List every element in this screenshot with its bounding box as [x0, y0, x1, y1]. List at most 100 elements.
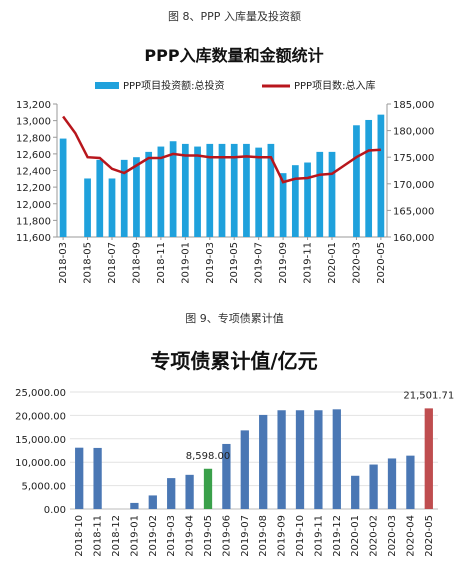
- x-tick-label: 2018-11: [93, 515, 104, 557]
- left-tick-label: 11,800: [16, 216, 51, 227]
- left-tick-label: 12,400: [16, 167, 51, 178]
- right-tick-label: 185,000: [393, 100, 434, 111]
- bond-bar: [424, 408, 433, 509]
- x-tick-label: 2019-06: [221, 515, 232, 557]
- bond-bar: [93, 447, 102, 509]
- investment-bar: [377, 114, 385, 237]
- investment-bar: [194, 146, 201, 237]
- project-count-line: [62, 115, 381, 184]
- x-tick-label: 2019-01: [180, 242, 191, 284]
- x-tick-label: 2019-07: [240, 515, 251, 557]
- x-tick-label: 2020-04: [405, 515, 416, 557]
- x-tick-label: 2018-07: [107, 242, 118, 284]
- investment-bar: [316, 151, 324, 237]
- chart-title: 专项债累计值/亿元: [150, 349, 317, 373]
- investment-bar: [279, 173, 287, 237]
- y-tick-label: 20,000.00: [15, 411, 66, 422]
- x-tick-label: 2018-12: [111, 515, 122, 557]
- x-tick-label: 2020-01: [327, 242, 338, 284]
- right-tick-label: 165,000: [393, 206, 434, 217]
- right-tick-label: 160,000: [393, 233, 434, 244]
- x-tick-label: 2019-03: [205, 242, 216, 284]
- bond-bar: [203, 468, 213, 509]
- x-tick-label: 2019-01: [129, 515, 140, 557]
- x-tick-label: 2019-09: [277, 515, 288, 557]
- bond-bar: [259, 414, 268, 509]
- legend-swatch-bar: [95, 82, 119, 89]
- x-tick-label: 2018-11: [156, 242, 167, 284]
- bond-bar: [387, 458, 397, 509]
- bond-bar: [185, 474, 194, 509]
- x-tick-label: 2019-08: [258, 515, 269, 557]
- x-tick-label: 2018-05: [83, 242, 94, 284]
- right-tick-label: 175,000: [393, 153, 434, 164]
- x-tick-label: 2019-10: [295, 515, 306, 557]
- investment-bar: [243, 143, 250, 237]
- figure-8-caption: 图 8、PPP 入库量及投资额: [168, 10, 301, 23]
- y-tick-label: 10,000.00: [15, 458, 66, 469]
- investment-bar: [96, 159, 104, 237]
- investment-bar: [145, 151, 153, 237]
- left-tick-label: 12,800: [16, 133, 51, 144]
- legend-label-line: PPP项目数:总入库: [294, 79, 375, 92]
- bond-bar: [148, 495, 157, 509]
- investment-bar: [157, 146, 165, 237]
- x-tick-label: 2018-10: [74, 515, 85, 557]
- investment-bar: [230, 143, 238, 237]
- bond-bar: [406, 455, 415, 509]
- investment-bar: [59, 138, 67, 237]
- bond-bar: [167, 478, 176, 509]
- bond-bar: [332, 409, 341, 509]
- investment-bar: [328, 151, 336, 237]
- special-bond-chart: 专项债累计值/亿元 0.00 5,000.00 10,000.00 15,000.00 2…: [15, 349, 454, 557]
- investment-bar: [353, 125, 360, 237]
- y-tick-label: 15,000.00: [15, 435, 66, 446]
- x-tick-label: 2019-05: [203, 515, 214, 557]
- bond-bar: [351, 475, 360, 509]
- x-tick-label: 2020-01: [350, 515, 361, 557]
- bond-bar: [277, 410, 286, 509]
- x-tick-label: 2019-07: [254, 242, 265, 284]
- x-tick-label: 2019-11: [303, 242, 314, 284]
- bond-bar: [295, 410, 305, 509]
- figure-9-caption: 图 9、专项债累计值: [185, 312, 284, 325]
- x-tick-label: 2018-09: [131, 242, 142, 284]
- investment-bar: [133, 157, 140, 237]
- x-tick-label: 2019-09: [278, 242, 289, 284]
- investment-bar: [120, 159, 128, 237]
- investment-bar: [255, 147, 263, 237]
- investment-bar: [291, 165, 299, 237]
- x-tick-label: 2019-04: [185, 515, 196, 557]
- bond-bar: [369, 464, 378, 509]
- investment-bar: [365, 119, 373, 237]
- investment-bar: [169, 141, 177, 237]
- x-tick-label: 2020-05: [424, 515, 435, 557]
- x-tick-label: 2018-03: [58, 242, 69, 284]
- x-tick-label: 2019-05: [229, 242, 240, 284]
- x-tick-label: 2019-11: [313, 515, 324, 557]
- bond-bar: [75, 447, 84, 509]
- left-tick-label: 13,000: [16, 117, 51, 128]
- bond-bar: [130, 502, 139, 509]
- ppp-chart: PPP入库数量和金额统计 PPP项目投资额:总投资 PPP项目数:总入库 11,600…: [16, 46, 434, 284]
- left-tick-label: 12,600: [16, 150, 51, 161]
- left-tick-label: 13,200: [16, 100, 51, 111]
- bond-bar: [240, 430, 249, 509]
- left-tick-label: 12,000: [16, 200, 51, 211]
- investment-bar: [267, 143, 275, 237]
- right-tick-label: 180,000: [393, 127, 434, 138]
- investment-bar: [218, 143, 226, 237]
- x-tick-label: 2019-03: [166, 515, 177, 557]
- right-tick-label: 170,000: [393, 180, 434, 191]
- investment-bar: [108, 178, 116, 237]
- investment-bar: [181, 143, 189, 237]
- legend-label-bar: PPP项目投资额:总投资: [123, 79, 224, 92]
- y-tick-label: 25,000.00: [15, 388, 66, 399]
- y-tick-label: 5,000.00: [21, 482, 66, 493]
- bond-bar: [222, 443, 231, 509]
- left-tick-label: 11,600: [16, 233, 51, 244]
- data-label: 21,501.71: [403, 390, 454, 401]
- x-tick-label: 2020-03: [387, 515, 398, 557]
- x-tick-label: 2020-03: [351, 242, 362, 284]
- x-tick-label: 2019-02: [148, 515, 159, 557]
